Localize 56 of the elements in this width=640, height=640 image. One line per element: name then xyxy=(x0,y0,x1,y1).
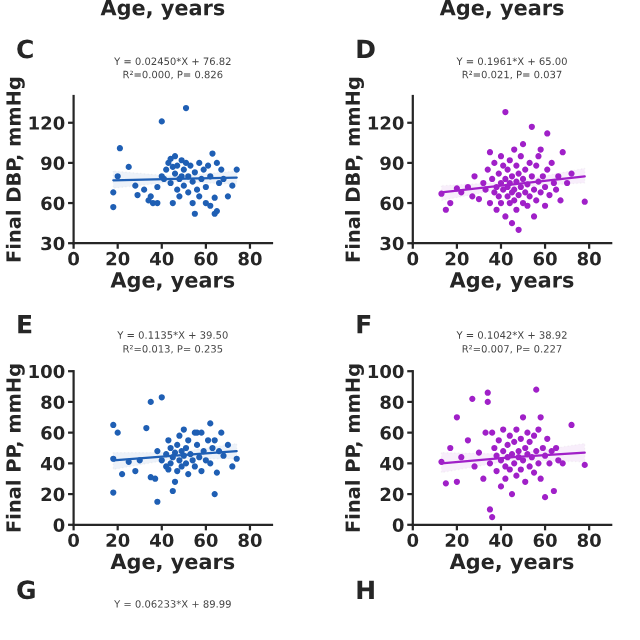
chart-title: E xyxy=(18,315,32,334)
y-tick-label: 100 xyxy=(368,364,404,379)
y-axis-title: Final DBP, mmHg xyxy=(5,77,25,262)
y-tick-label: 100 xyxy=(29,364,65,379)
text: Age, years xyxy=(100,0,225,20)
x-axis-title: Age, years xyxy=(449,272,574,292)
y-tick-label: 30 xyxy=(380,236,404,251)
text: Age, years xyxy=(439,0,564,20)
x-tick-label: 40 xyxy=(150,251,174,266)
y-axis-title: Final PP, mmHg xyxy=(5,364,25,532)
text: H xyxy=(357,580,374,599)
x-tick-label: 40 xyxy=(150,533,174,548)
x-tick-label: 80 xyxy=(238,251,262,266)
y-tick-label: 30 xyxy=(41,236,65,251)
x-tick-label: 60 xyxy=(533,533,557,548)
text: G xyxy=(17,580,35,600)
x-tick-label: 0 xyxy=(407,533,419,548)
y-tick-label: 90 xyxy=(41,156,65,171)
y-axis-title: Final PP, mmHg xyxy=(345,364,364,532)
y-tick-label: 60 xyxy=(41,196,65,211)
y-tick-label: 60 xyxy=(380,426,404,440)
y-axis-title: Final DBP, mmHg xyxy=(345,77,364,262)
y-tick-label: 120 xyxy=(368,116,404,130)
x-tick-label: 0 xyxy=(68,533,80,548)
y-tick-label: 0 xyxy=(53,518,65,532)
chart-title: F xyxy=(357,315,371,334)
y-tick-label: 60 xyxy=(41,426,65,440)
y-tick-label: 90 xyxy=(380,156,404,171)
y-tick-label: 60 xyxy=(380,196,404,211)
chart-title: D xyxy=(357,39,375,59)
x-tick-label: 60 xyxy=(194,251,218,266)
y-tick-label: 20 xyxy=(380,487,404,502)
x-tick-label: 20 xyxy=(106,251,130,266)
x-tick-label: 20 xyxy=(445,533,469,548)
y-tick-label: 0 xyxy=(392,518,404,532)
x-axis-title: Age, years xyxy=(110,553,235,574)
x-tick-label: 80 xyxy=(577,533,601,548)
x-tick-label: 0 xyxy=(68,251,80,266)
y-tick-label: 40 xyxy=(40,456,65,471)
x-tick-label: 60 xyxy=(533,251,557,266)
y-tick-label: 40 xyxy=(380,456,404,471)
chart-title: C xyxy=(17,39,33,59)
x-tick-label: 60 xyxy=(194,533,218,548)
x-axis-title: Age, years xyxy=(449,553,574,574)
x-tick-label: 40 xyxy=(489,251,513,266)
y-tick-label: 80 xyxy=(380,395,404,410)
x-tick-label: 20 xyxy=(106,533,130,548)
x-tick-label: 40 xyxy=(489,533,513,548)
x-tick-label: 80 xyxy=(238,533,262,548)
x-tick-label: 20 xyxy=(445,251,469,266)
y-tick-label: 120 xyxy=(29,116,65,130)
x-tick-label: 0 xyxy=(407,251,419,266)
y-tick-label: 80 xyxy=(41,395,65,410)
y-tick-label: 20 xyxy=(41,487,65,502)
x-tick-label: 80 xyxy=(577,251,601,266)
x-axis-title: Age, years xyxy=(110,272,235,292)
